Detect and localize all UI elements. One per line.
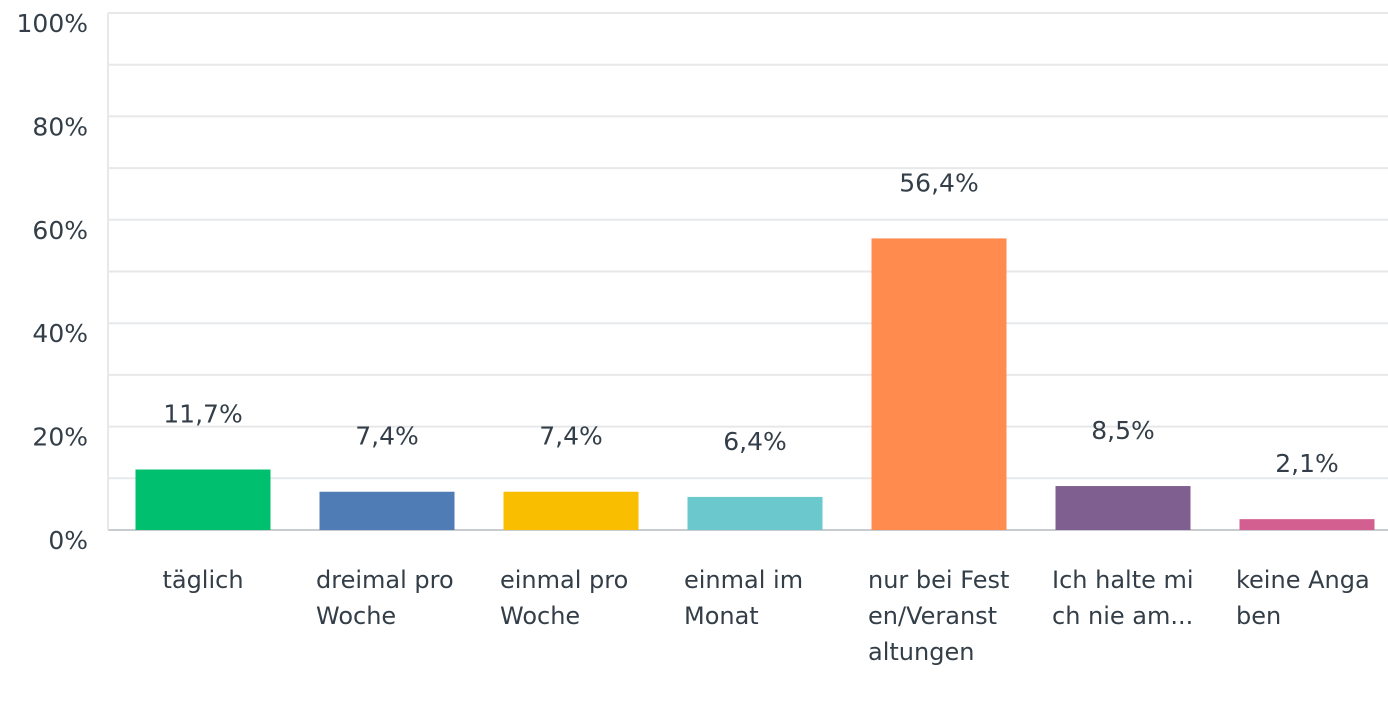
x-tick-cell: täglich xyxy=(132,562,274,598)
bar xyxy=(1239,519,1375,530)
x-tick-cell: keine Angaben xyxy=(1236,562,1378,634)
value-label: 6,4% xyxy=(723,427,787,456)
x-tick-cell: dreimal pro Woche xyxy=(316,562,458,634)
bar xyxy=(871,238,1007,531)
y-tick-label: 20% xyxy=(32,423,88,452)
x-tick-label: dreimal pro Woche xyxy=(316,566,454,630)
x-tick-label: einmal pro Woche xyxy=(500,566,629,630)
y-tick-label: 40% xyxy=(32,319,88,348)
bar xyxy=(135,469,271,530)
x-tick-label: einmal im Monat xyxy=(684,566,804,630)
value-label: 8,5% xyxy=(1091,416,1155,445)
bar xyxy=(1055,486,1191,530)
x-tick-label: keine Angaben xyxy=(1236,566,1370,630)
value-label: 7,4% xyxy=(355,422,419,451)
bar xyxy=(503,491,639,530)
y-tick-label: 80% xyxy=(32,112,88,141)
value-label: 11,7% xyxy=(163,400,242,429)
y-tick-label: 60% xyxy=(32,216,88,245)
value-label: 7,4% xyxy=(539,422,603,451)
bar xyxy=(687,496,823,530)
x-tick-cell: nur bei Festen/Veranstaltungen xyxy=(868,562,1010,670)
value-label: 56,4% xyxy=(899,168,978,197)
bar xyxy=(319,491,455,530)
x-tick-label: nur bei Festen/Veranstaltungen xyxy=(868,566,1010,666)
x-tick-cell: Ich halte mich nie am... xyxy=(1052,562,1194,634)
value-label: 2,1% xyxy=(1275,449,1339,478)
y-tick-label: 0% xyxy=(48,526,88,555)
y-tick-label: 100% xyxy=(17,9,88,38)
x-tick-label: Ich halte mich nie am... xyxy=(1052,566,1194,630)
x-tick-label: täglich xyxy=(162,566,244,594)
x-tick-cell: einmal im Monat xyxy=(684,562,826,634)
x-tick-cell: einmal pro Woche xyxy=(500,562,642,634)
